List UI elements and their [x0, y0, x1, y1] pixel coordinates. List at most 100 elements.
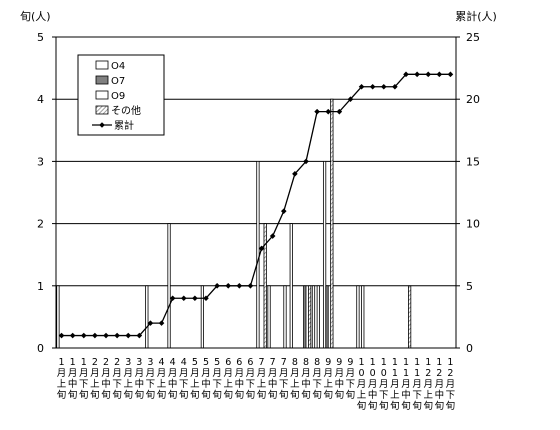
- x-period-suffix: 旬: [312, 389, 322, 401]
- bar-O4: [145, 285, 149, 349]
- legend-label-O4: O4: [111, 61, 125, 72]
- x-month-label: 8: [303, 357, 309, 368]
- x-month-label: 3: [136, 357, 142, 368]
- x-month-label: 6: [247, 357, 253, 368]
- x-month-suffix: 月: [146, 368, 156, 379]
- x-month-suffix: 月: [390, 379, 400, 390]
- x-period-label: 下: [446, 390, 456, 401]
- bar-O4: [167, 223, 171, 349]
- bar-O4: [356, 285, 360, 349]
- x-month-label: 6: [236, 357, 242, 368]
- cumulative-point: [103, 332, 109, 339]
- x-period-suffix: 旬: [79, 389, 89, 401]
- left-tick-label: 0: [37, 342, 44, 355]
- x-period-suffix: 旬: [346, 389, 356, 401]
- bar-その他: [308, 285, 312, 349]
- x-period-suffix: 旬: [223, 389, 233, 401]
- cumulative-point: [358, 83, 365, 90]
- x-month-label: 1: [447, 357, 453, 368]
- x-month-suffix: 月: [446, 379, 456, 390]
- x-month-suffix: 月: [368, 379, 378, 390]
- cumulative-point: [269, 233, 276, 239]
- x-period-label: 下: [379, 390, 389, 401]
- x-period-label: 下: [279, 379, 289, 390]
- x-month-label: 2: [436, 368, 442, 379]
- x-period-suffix: 旬: [101, 389, 111, 401]
- legend-swatch-O4: [95, 60, 109, 70]
- legend-label-cumulative: 累計: [114, 119, 134, 132]
- x-month-label: 1: [70, 357, 76, 368]
- x-month-suffix: 月: [435, 379, 445, 390]
- x-month-label: 9: [336, 357, 342, 368]
- cumulative-point: [436, 71, 443, 78]
- x-month-label: 7: [259, 357, 265, 368]
- x-axis-labels: 1月上旬1月中旬1月下旬2月上旬2月中旬2月下旬3月上旬3月中旬3月下旬4月上旬…: [57, 357, 455, 412]
- x-period-suffix: 旬: [68, 389, 78, 401]
- cumulative-point: [403, 71, 409, 78]
- x-period-label: 上: [190, 379, 200, 390]
- x-period-suffix: 旬: [357, 400, 367, 412]
- x-month-label: 1: [392, 357, 398, 368]
- x-period-suffix: 旬: [390, 400, 400, 412]
- cumulative-point: [447, 71, 454, 78]
- x-period-label: 上: [423, 390, 433, 401]
- x-month-label: 1: [381, 357, 387, 368]
- x-month-suffix: 月: [323, 368, 333, 379]
- x-period-suffix: 旬: [412, 400, 422, 412]
- x-month-suffix: 月: [246, 368, 256, 379]
- x-period-label: 中: [201, 378, 211, 390]
- x-period-suffix: 旬: [201, 389, 211, 401]
- x-period-label: 下: [312, 379, 322, 390]
- x-month-suffix: 月: [312, 368, 322, 379]
- x-month-suffix: 月: [112, 368, 122, 379]
- cumulative-point: [92, 332, 98, 339]
- x-month-suffix: 月: [90, 368, 100, 379]
- right-tick-label: 0: [466, 342, 473, 355]
- x-month-suffix: 月: [123, 368, 133, 379]
- cumulative-point: [292, 171, 298, 177]
- x-month-label: 1: [436, 357, 442, 368]
- x-month-suffix: 月: [290, 368, 300, 379]
- x-month-label: 3: [125, 357, 131, 368]
- x-month-suffix: 月: [257, 368, 267, 379]
- cumulative-line: [58, 71, 454, 339]
- x-month-label: 1: [392, 368, 398, 379]
- x-month-label: 9: [325, 357, 331, 368]
- x-period-label: 下: [146, 379, 156, 390]
- x-month-label: 0: [370, 368, 376, 379]
- bar-その他: [263, 223, 267, 349]
- cumulative-point: [192, 295, 198, 302]
- cumulative-point: [392, 83, 398, 90]
- cumulative-point: [247, 283, 254, 289]
- cumulative-point: [258, 245, 265, 252]
- x-month-label: 1: [414, 357, 420, 368]
- cumulative-point: [80, 332, 87, 339]
- x-month-label: 1: [403, 357, 409, 368]
- right-tick-label: 5: [466, 280, 473, 293]
- x-month-label: 8: [292, 357, 298, 368]
- x-period-suffix: 旬: [268, 389, 278, 401]
- x-month-suffix: 月: [223, 368, 233, 379]
- right-tick-label: 20: [466, 93, 480, 106]
- legend-label-O9: O9: [111, 91, 125, 102]
- x-month-label: 1: [370, 357, 376, 368]
- x-month-suffix: 月: [179, 368, 189, 379]
- cumulative-point: [380, 83, 387, 90]
- cumulative-point: [303, 158, 309, 165]
- x-period-suffix: 旬: [90, 389, 100, 401]
- legend-marker: [99, 122, 105, 128]
- x-period-suffix: 旬: [323, 389, 333, 401]
- bar-その他: [330, 98, 334, 349]
- x-period-suffix: 旬: [246, 389, 256, 401]
- x-period-label: 上: [323, 379, 333, 390]
- x-period-suffix: 旬: [379, 400, 389, 412]
- cumulative-point: [369, 83, 376, 90]
- bar-O7: [325, 285, 329, 349]
- x-period-suffix: 旬: [112, 389, 122, 401]
- bar-O4: [267, 285, 271, 349]
- cumulative-point: [325, 108, 332, 115]
- x-period-suffix: 旬: [146, 389, 156, 401]
- left-tick-label: 4: [37, 93, 44, 106]
- x-month-label: 9: [347, 357, 353, 368]
